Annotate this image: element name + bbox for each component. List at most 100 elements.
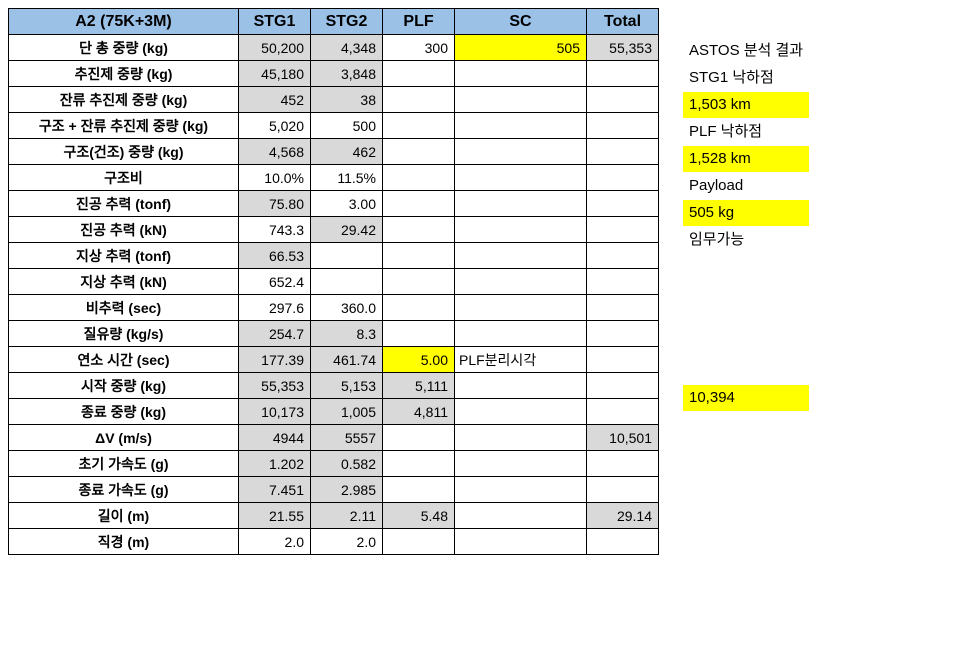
cell-sc [455,217,587,243]
cell-stg1: 45,180 [239,61,311,87]
cell-total [587,61,659,87]
cell-total: 55,353 [587,35,659,61]
cell-stg1: 452 [239,87,311,113]
cell-sc [455,373,587,399]
cell-stg2: 3,848 [311,61,383,87]
header-sc: SC [455,9,587,35]
row-label: 지상 추력 (kN) [9,269,239,295]
table-row: 지상 추력 (tonf)66.53 [9,243,659,269]
row-label: 비추력 (sec) [9,295,239,321]
cell-total [587,321,659,347]
cell-stg2 [311,269,383,295]
cell-plf: 300 [383,35,455,61]
cell-total [587,113,659,139]
header-stg2: STG2 [311,9,383,35]
row-label: 시작 중량 (kg) [9,373,239,399]
row-label: 구조 + 잔류 추진제 중량 (kg) [9,113,239,139]
table-row: 연소 시간 (sec)177.39461.745.00PLF분리시각 [9,347,659,373]
side-gap [683,254,809,384]
table-row: 종료 중량 (kg)10,1731,0054,811 [9,399,659,425]
header-plf: PLF [383,9,455,35]
cell-total [587,399,659,425]
side-note-line: ASTOS 분석 결과 [683,38,809,64]
table-row: 지상 추력 (kN)652.4 [9,269,659,295]
table-row: 종료 가속도 (g)7.4512.985 [9,477,659,503]
table-row: 진공 추력 (tonf)75.803.00 [9,191,659,217]
cell-stg1: 7.451 [239,477,311,503]
cell-sc [455,269,587,295]
side-note-line: 임무가능 [683,227,809,253]
row-label: 길이 (m) [9,503,239,529]
cell-total [587,243,659,269]
cell-sc [455,295,587,321]
cell-stg1: 743.3 [239,217,311,243]
cell-stg2: 5,153 [311,373,383,399]
cell-stg2: 461.74 [311,347,383,373]
cell-stg2: 2.985 [311,477,383,503]
row-label: ΔV (m/s) [9,425,239,451]
spec-table: A2 (75K+3M) STG1 STG2 PLF SC Total 단 총 중… [8,8,659,555]
row-label: 지상 추력 (tonf) [9,243,239,269]
cell-stg2: 29.42 [311,217,383,243]
cell-plf: 5.48 [383,503,455,529]
cell-stg2: 4,348 [311,35,383,61]
cell-plf [383,295,455,321]
cell-plf: 5,111 [383,373,455,399]
cell-plf [383,529,455,555]
side-notes: ASTOS 분석 결과STG1 낙하점1,503 kmPLF 낙하점1,528 … [683,8,809,411]
cell-stg1: 1.202 [239,451,311,477]
cell-stg1: 652.4 [239,269,311,295]
cell-total [587,139,659,165]
cell-plf [383,165,455,191]
cell-sc [455,113,587,139]
cell-total [587,217,659,243]
table-row: 단 총 중량 (kg)50,2004,34830050555,353 [9,35,659,61]
table-row: 직경 (m)2.02.0 [9,529,659,555]
cell-stg1: 177.39 [239,347,311,373]
cell-stg1: 55,353 [239,373,311,399]
row-label: 구조비 [9,165,239,191]
cell-total [587,529,659,555]
cell-plf [383,113,455,139]
row-label: 진공 추력 (kN) [9,217,239,243]
cell-total: 29.14 [587,503,659,529]
cell-stg1: 10.0% [239,165,311,191]
cell-sc [455,191,587,217]
table-row: 구조 + 잔류 추진제 중량 (kg)5,020500 [9,113,659,139]
cell-sc [455,139,587,165]
table-row: 진공 추력 (kN)743.329.42 [9,217,659,243]
cell-stg1: 4,568 [239,139,311,165]
cell-total [587,373,659,399]
cell-stg2: 500 [311,113,383,139]
row-label: 종료 중량 (kg) [9,399,239,425]
row-label: 단 총 중량 (kg) [9,35,239,61]
cell-sc [455,425,587,451]
table-row: 구조(건조) 중량 (kg)4,568462 [9,139,659,165]
side-note-line: 505 kg [683,200,809,226]
cell-total [587,451,659,477]
row-label: 잔류 추진제 중량 (kg) [9,87,239,113]
cell-total [587,165,659,191]
cell-plf [383,191,455,217]
cell-plf: 4,811 [383,399,455,425]
table-row: 잔류 추진제 중량 (kg)45238 [9,87,659,113]
table-row: 질유량 (kg/s)254.78.3 [9,321,659,347]
cell-sc [455,243,587,269]
header-stg1: STG1 [239,9,311,35]
cell-sc [455,451,587,477]
cell-plf [383,451,455,477]
side-note-line: PLF 낙하점 [683,119,809,145]
cell-stg1: 50,200 [239,35,311,61]
cell-stg2: 462 [311,139,383,165]
cell-total [587,295,659,321]
cell-stg1: 297.6 [239,295,311,321]
cell-stg2: 38 [311,87,383,113]
row-label: 진공 추력 (tonf) [9,191,239,217]
cell-plf [383,269,455,295]
side-note-line: STG1 낙하점 [683,65,809,91]
header-title: A2 (75K+3M) [9,9,239,35]
side-note-line: 1,503 km [683,92,809,118]
cell-total [587,347,659,373]
cell-plf [383,87,455,113]
cell-stg1: 75.80 [239,191,311,217]
